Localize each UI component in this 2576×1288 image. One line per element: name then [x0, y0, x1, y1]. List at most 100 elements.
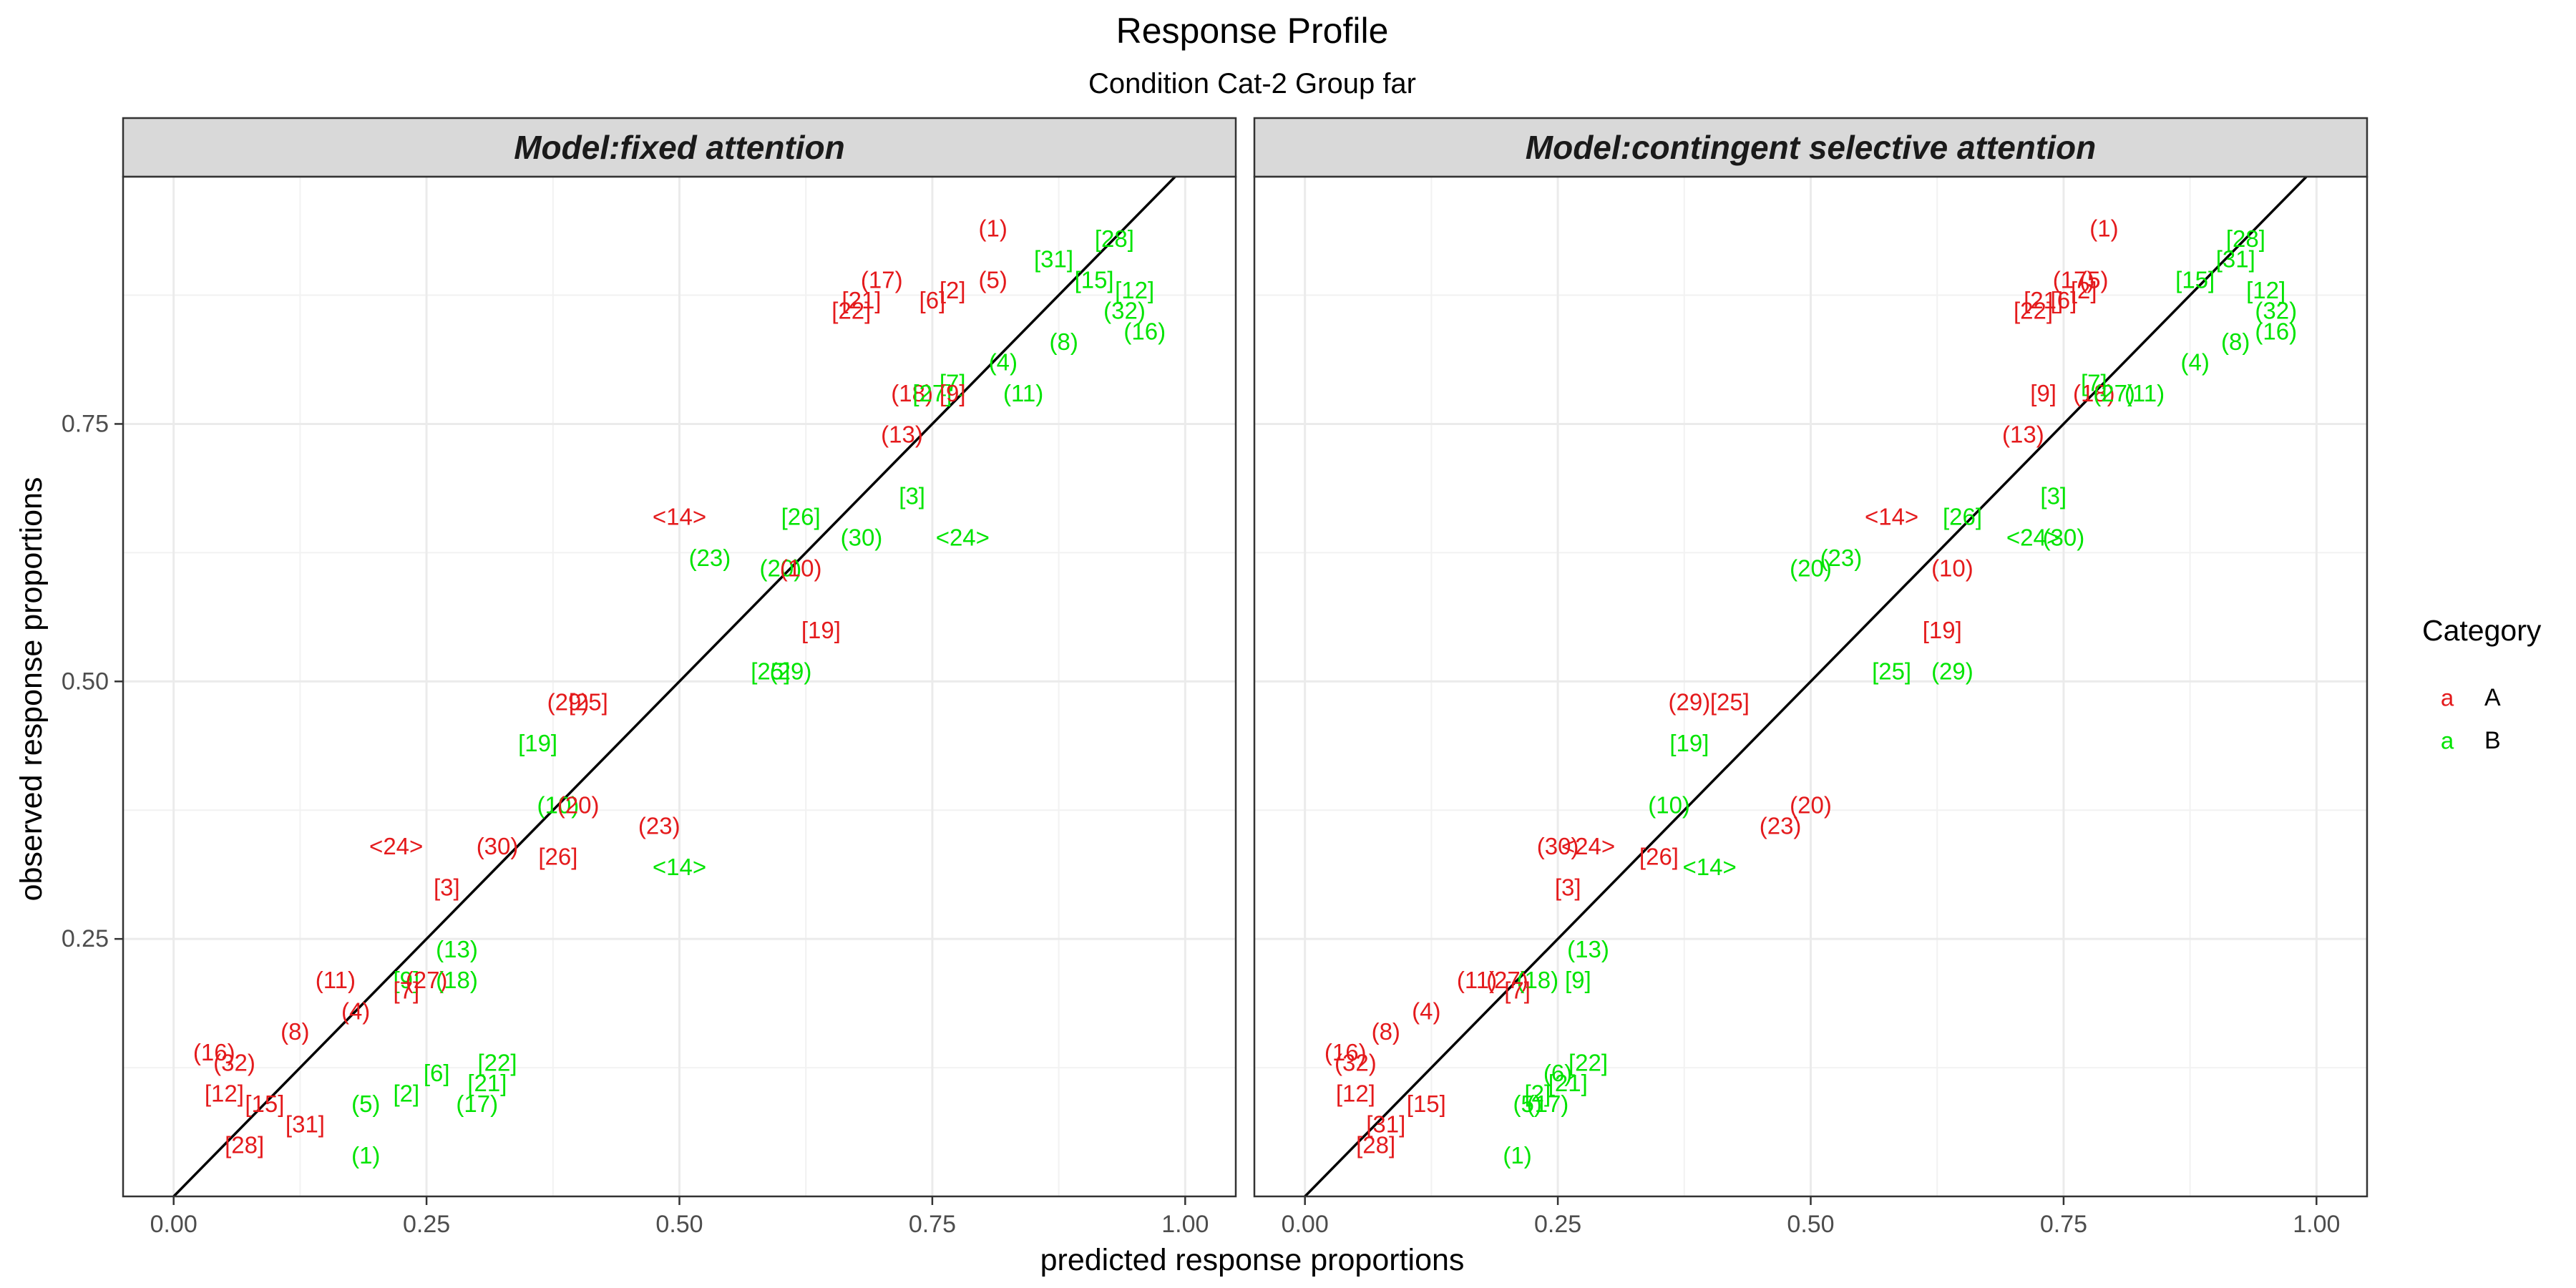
- x-axis-label: predicted response proportions: [1040, 1243, 1465, 1277]
- legend-key-b: a: [2441, 728, 2454, 754]
- data-point-label: [9]: [393, 967, 419, 993]
- data-point-label: (17): [861, 266, 903, 293]
- data-point-label: [31]: [1034, 246, 1073, 273]
- data-point-label: <14>: [1683, 854, 1737, 880]
- data-point-label: (11): [1003, 380, 1043, 406]
- data-point-label: [2]: [393, 1080, 419, 1107]
- data-point-label: [6]: [2051, 287, 2077, 313]
- data-point-label: (23): [689, 545, 731, 571]
- data-point-label: (23): [1820, 545, 1863, 571]
- data-point-label: <24>: [936, 524, 990, 550]
- x-tick-label: 0.75: [2040, 1211, 2087, 1238]
- legend: Category a Aa B: [2422, 614, 2542, 754]
- data-point-label: (10): [1931, 555, 1974, 581]
- data-point-label: [7]: [2081, 369, 2107, 396]
- data-point-label: [21]: [2024, 287, 2063, 313]
- data-point-label: (10): [1648, 792, 1690, 819]
- data-point-label: [22]: [831, 298, 871, 324]
- chart-title: Response Profile: [1116, 11, 1389, 51]
- facet-strip-title: Model:fixed attention: [514, 129, 845, 166]
- x-tick-label: 0.25: [403, 1211, 450, 1238]
- data-point-label: [28]: [1356, 1132, 1395, 1158]
- x-tick-label: 0.50: [655, 1211, 703, 1238]
- legend-key-a: a: [2441, 685, 2454, 711]
- data-point-label: (5): [979, 266, 1008, 293]
- legend-title: Category: [2422, 614, 2542, 647]
- facet-strip-title: Model:contingent selective attention: [1526, 129, 2096, 166]
- data-point-label: (16): [1123, 318, 1166, 344]
- data-point-label: [19]: [1923, 617, 1962, 643]
- data-point-label: (5): [2079, 266, 2108, 293]
- data-point-label: (20): [1790, 555, 1832, 581]
- data-point-label: [21]: [841, 287, 881, 313]
- data-point-label: [31]: [1366, 1111, 1405, 1138]
- identity-line: [172, 177, 1176, 1196]
- data-point-label: (17): [456, 1091, 498, 1117]
- data-point-label: [7]: [393, 977, 419, 1004]
- chart-subtitle: Condition Cat-2 Group far: [1088, 68, 1416, 99]
- data-point-label: [3]: [434, 874, 460, 901]
- data-point-label: [6]: [919, 287, 946, 313]
- data-point-label: [12]: [2246, 277, 2285, 303]
- data-point-label: (29): [1931, 658, 1974, 684]
- data-point-label: (13): [2002, 421, 2044, 447]
- x-tick-label: 0.00: [1282, 1211, 1329, 1238]
- data-point-label: (20): [1790, 792, 1832, 819]
- data-point-label: (4): [1412, 997, 1440, 1024]
- data-point-label: [25]: [751, 658, 790, 684]
- x-tick-label: 0.25: [1534, 1211, 1581, 1238]
- data-point-label: [2]: [1524, 1080, 1551, 1107]
- data-point-label: (5): [1513, 1091, 1542, 1117]
- data-point-label: (18): [2073, 380, 2115, 406]
- data-point-label: <24>: [369, 833, 423, 859]
- data-point-label: <24>: [2006, 524, 2060, 550]
- y-tick-label: 0.75: [62, 410, 109, 437]
- data-point-label: [19]: [518, 730, 557, 756]
- data-point-label: (29): [770, 658, 812, 684]
- data-point-label: [3]: [2040, 483, 2067, 509]
- data-point-label: [31]: [2216, 246, 2255, 273]
- data-point-label: <14>: [653, 504, 706, 530]
- data-point-label: (20): [557, 792, 600, 819]
- data-point-label: [22]: [2014, 298, 2053, 324]
- data-point-label: (13): [436, 936, 478, 962]
- data-point-label: (8): [1050, 328, 1078, 355]
- data-point-label: (32): [2255, 298, 2297, 324]
- data-point-label: <14>: [653, 854, 706, 880]
- data-point-label: [25]: [1710, 689, 1750, 716]
- data-point-label: (8): [2221, 328, 2250, 355]
- data-point-label: (6): [1543, 1060, 1572, 1086]
- data-point-label: (32): [213, 1049, 255, 1075]
- data-point-label: [27]: [912, 380, 952, 406]
- data-point-label: (27): [2093, 380, 2135, 406]
- data-point-label: [22]: [478, 1049, 517, 1075]
- data-point-label: [12]: [1336, 1080, 1375, 1107]
- data-point-label: (16): [2255, 318, 2297, 344]
- data-point-label: [15]: [1075, 266, 1114, 293]
- data-point-label: [15]: [1407, 1091, 1446, 1117]
- data-point-label: [21]: [1548, 1070, 1588, 1096]
- data-point-label: (4): [989, 349, 1018, 376]
- data-point-label: (16): [1324, 1039, 1367, 1065]
- data-point-label: [26]: [1943, 504, 1982, 530]
- data-point-label: (18): [891, 380, 933, 406]
- data-point-label: [28]: [2226, 225, 2265, 252]
- data-point-label: (30): [477, 833, 519, 859]
- data-point-label: [7]: [940, 369, 966, 396]
- data-point-label: (11): [2124, 380, 2165, 406]
- y-axis-label: observed response proportions: [14, 477, 49, 902]
- data-point-label: (5): [351, 1091, 380, 1117]
- data-point-label: (1): [979, 215, 1008, 241]
- data-point-label: [25]: [569, 689, 608, 716]
- data-point-label: [19]: [801, 617, 841, 643]
- data-point-label: (8): [280, 1018, 309, 1045]
- x-tick-label: 1.00: [2293, 1211, 2340, 1238]
- data-point-label: [19]: [1669, 730, 1709, 756]
- legend-label-b: B: [2484, 727, 2501, 754]
- data-point-label: [26]: [1639, 844, 1679, 870]
- data-point-label: (17): [2053, 266, 2095, 293]
- data-point-label: (17): [1527, 1091, 1569, 1117]
- data-point-label: (29): [547, 689, 590, 716]
- data-point-label: (11): [316, 967, 356, 993]
